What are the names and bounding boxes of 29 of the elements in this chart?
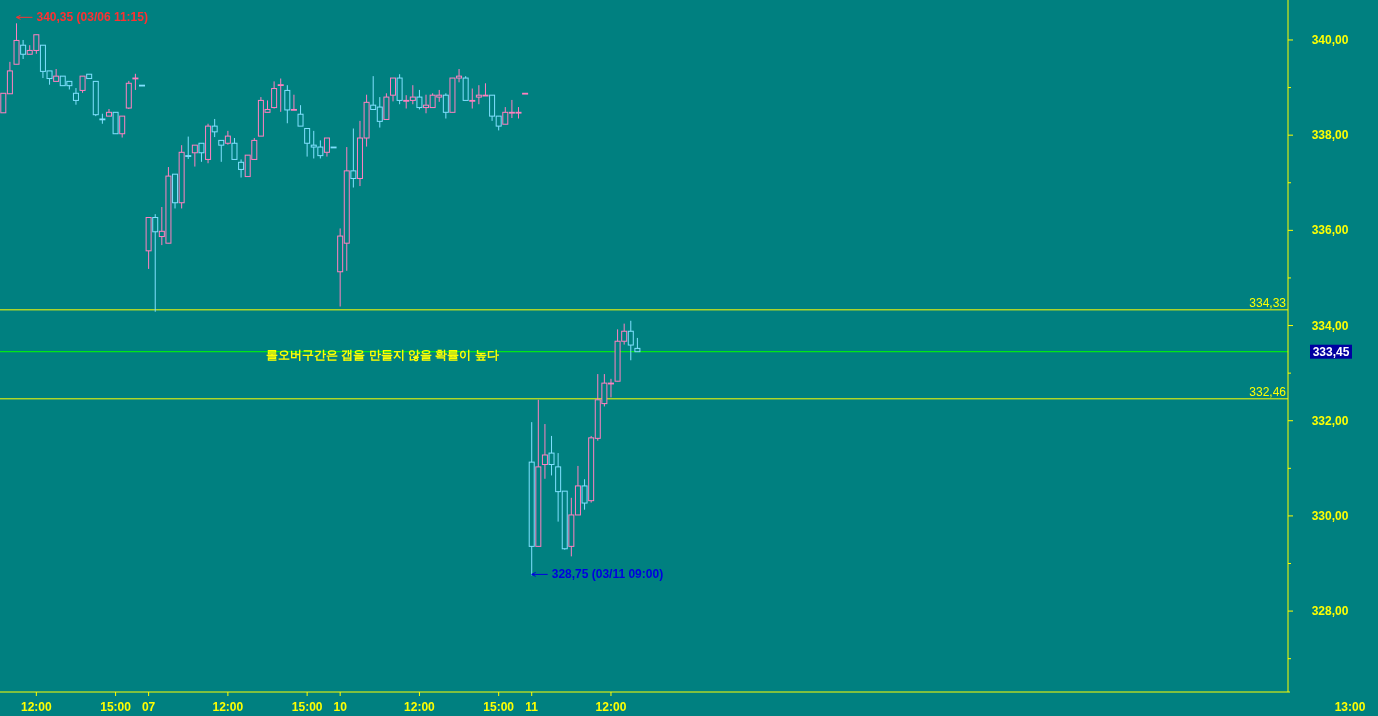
text: 13:00: [1334, 700, 1366, 714]
x-tick-label: 12:00: [212, 700, 244, 714]
x-tick-label: 07: [141, 700, 156, 714]
x-tick-label: 12:00: [595, 700, 627, 714]
annotation: 롤오버구간은 갭을 만들지 않을 확률이 높다: [266, 348, 499, 362]
candlestick: [72, 87, 79, 106]
candlestick: [304, 128, 311, 158]
x-tick-label: 15:00: [291, 700, 323, 714]
x-tick-label: 12:00: [404, 700, 436, 714]
x-tick-label: 15:00: [483, 700, 515, 714]
annotation: 340,35 (03/06 11:15): [36, 10, 148, 25]
ref-line-label: 332,46: [1249, 384, 1287, 399]
ref-line-label: 333,45: [1312, 344, 1350, 359]
candlestick: [297, 104, 304, 127]
y-tick-label: 340,00: [1311, 32, 1349, 47]
candlestick: [271, 80, 278, 110]
x-tick-label: 11: [525, 700, 539, 714]
y-tick-label: 338,00: [1311, 128, 1349, 143]
x-tick-label: 15:00: [100, 700, 132, 714]
x-tick-label: 10: [333, 700, 348, 714]
y-tick-label: 328,00: [1311, 604, 1349, 619]
y-tick-label: 336,00: [1311, 223, 1349, 238]
y-tick-label: 330,00: [1311, 508, 1349, 523]
annotation: 328,75 (03/11 09:00): [551, 567, 664, 582]
y-tick-label: 332,00: [1311, 413, 1349, 428]
x-tick-label: 12:00: [20, 700, 52, 714]
candlestick: [277, 78, 284, 113]
ref-line-label: 334,33: [1249, 295, 1287, 310]
y-tick-label: 334,00: [1311, 318, 1349, 333]
